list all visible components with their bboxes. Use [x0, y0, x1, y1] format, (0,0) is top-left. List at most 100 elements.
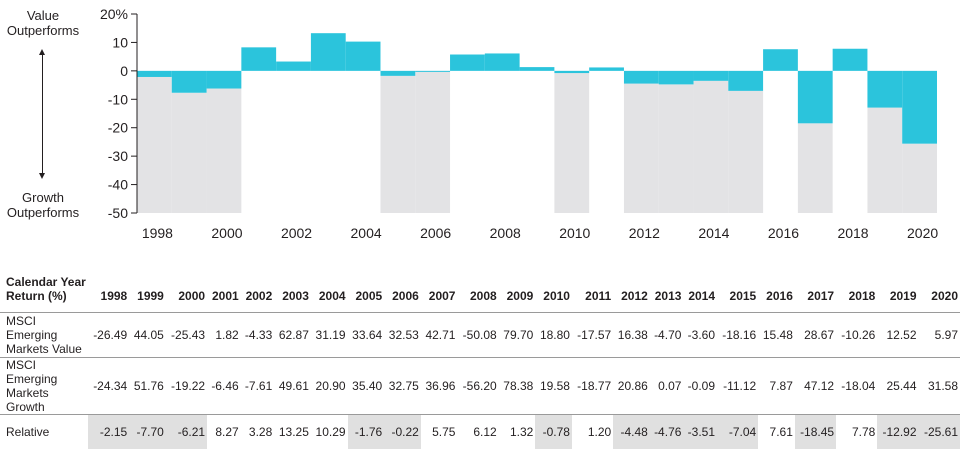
table-cell: 78.38: [499, 358, 536, 415]
table-cell: 7.87: [758, 358, 795, 415]
table-cell: 12.52: [877, 313, 918, 358]
year-header-2017: 2017: [795, 263, 836, 313]
table-cell: 47.12: [795, 358, 836, 415]
relative-bar-2003: [311, 33, 346, 71]
table-header-label: Calendar Year Return (%): [0, 263, 88, 313]
year-header-2020: 2020: [919, 263, 960, 313]
x-tick-label-2014: 2014: [698, 225, 729, 241]
table-cell: 49.61: [274, 358, 311, 415]
growth-region-2012: [624, 84, 659, 213]
table-cell: 1.82: [207, 313, 241, 358]
growth-region-2015: [728, 91, 763, 213]
table-cell: 0.07: [650, 358, 684, 415]
year-header-2004: 2004: [311, 263, 348, 313]
relative-bar-2011: [589, 67, 624, 70]
table-cell: -6.46: [207, 358, 241, 415]
table-cell: -26.49: [88, 313, 129, 358]
table-cell: -0.09: [683, 358, 717, 415]
x-tick-label-1998: 1998: [142, 225, 173, 241]
table-cell: -50.08: [457, 313, 498, 358]
relative-bar-2001: [241, 47, 276, 71]
table-cell: -0.78: [535, 415, 572, 449]
table-cell: 79.70: [499, 313, 536, 358]
table-cell: 7.61: [758, 415, 795, 449]
year-header-1999: 1999: [129, 263, 166, 313]
table-cell: -12.92: [877, 415, 918, 449]
table-header-label-text: Calendar Year Return (%): [6, 275, 86, 303]
growth-region-2019: [867, 108, 902, 213]
table-cell: 44.05: [129, 313, 166, 358]
arrow-shaft: [42, 54, 43, 174]
y-tick-label-7: -50: [108, 205, 128, 221]
table-cell: 5.97: [919, 313, 960, 358]
relative-bar-1999: [172, 71, 207, 93]
growth-region-2013: [659, 84, 694, 213]
y-tick-label-3: -10: [108, 91, 128, 107]
table-cell: -11.12: [717, 358, 758, 415]
table-cell: 10.29: [311, 415, 348, 449]
year-header-2007: 2007: [421, 263, 458, 313]
relative-bar-2007: [450, 55, 485, 71]
table-cell: 28.67: [795, 313, 836, 358]
relative-bar-2014: [694, 71, 729, 81]
value-outperforms-label: Value Outperforms: [0, 8, 86, 38]
table-cell: -3.51: [683, 415, 717, 449]
table-cell: -18.77: [572, 358, 613, 415]
year-header-2012: 2012: [613, 263, 650, 313]
row-label-value: MSCI Emerging Markets Value: [0, 313, 88, 358]
table-cell: 5.75: [421, 415, 458, 449]
table-cell: -56.20: [457, 358, 498, 415]
table-cell: 32.75: [384, 358, 421, 415]
table-cell: 1.20: [572, 415, 613, 449]
growth-region-2000: [207, 89, 242, 213]
year-header-2000: 2000: [166, 263, 207, 313]
year-header-2010: 2010: [535, 263, 572, 313]
x-tick-label-2010: 2010: [559, 225, 590, 241]
x-tick-label-2000: 2000: [211, 225, 242, 241]
table-cell: -7.70: [129, 415, 166, 449]
table-cell: 31.19: [311, 313, 348, 358]
table-cell: -25.43: [166, 313, 207, 358]
relative-bar-1998: [137, 71, 172, 77]
table-cell: 51.76: [129, 358, 166, 415]
growth-region-2006: [415, 71, 450, 213]
relative-bar-2009: [520, 67, 555, 71]
relative-bar-2018: [833, 49, 868, 71]
table-cell: 13.25: [274, 415, 311, 449]
table-cell: -7.04: [717, 415, 758, 449]
table-cell: 25.44: [877, 358, 918, 415]
relative-bar-2016: [763, 49, 798, 71]
growth-region-2017: [798, 123, 833, 213]
y-tick-label-0: 20%: [100, 6, 128, 22]
table-cell: 3.28: [241, 415, 275, 449]
table-cell: -18.04: [836, 358, 877, 415]
relative-bar-2015: [728, 71, 763, 91]
x-tick-label-2018: 2018: [837, 225, 868, 241]
table-cell: 15.48: [758, 313, 795, 358]
year-header-2015: 2015: [717, 263, 758, 313]
y-tick-label-2: 0: [120, 63, 128, 79]
table-cell: -24.34: [88, 358, 129, 415]
relative-bar-2002: [276, 62, 311, 71]
year-header-2003: 2003: [274, 263, 311, 313]
row-label-value-text: MSCI Emerging Markets Value: [6, 314, 82, 356]
year-header-2018: 2018: [836, 263, 877, 313]
growth-region-2010: [554, 73, 589, 213]
x-tick-label-2020: 2020: [907, 225, 938, 241]
relative-bar-2000: [207, 71, 242, 89]
x-tick-label-2012: 2012: [629, 225, 660, 241]
year-header-1998: 1998: [88, 263, 129, 313]
x-tick-label-2002: 2002: [281, 225, 312, 241]
table-cell: -4.70: [650, 313, 684, 358]
year-header-2013: 2013: [650, 263, 684, 313]
year-header-2009: 2009: [499, 263, 536, 313]
y-tick-label-6: -40: [108, 177, 128, 193]
y-tick-label-1: 10: [112, 34, 128, 50]
x-tick-label-2006: 2006: [420, 225, 451, 241]
table-cell: 8.27: [207, 415, 241, 449]
table-cell: 35.40: [348, 358, 385, 415]
relative-bar-2012: [624, 71, 659, 84]
